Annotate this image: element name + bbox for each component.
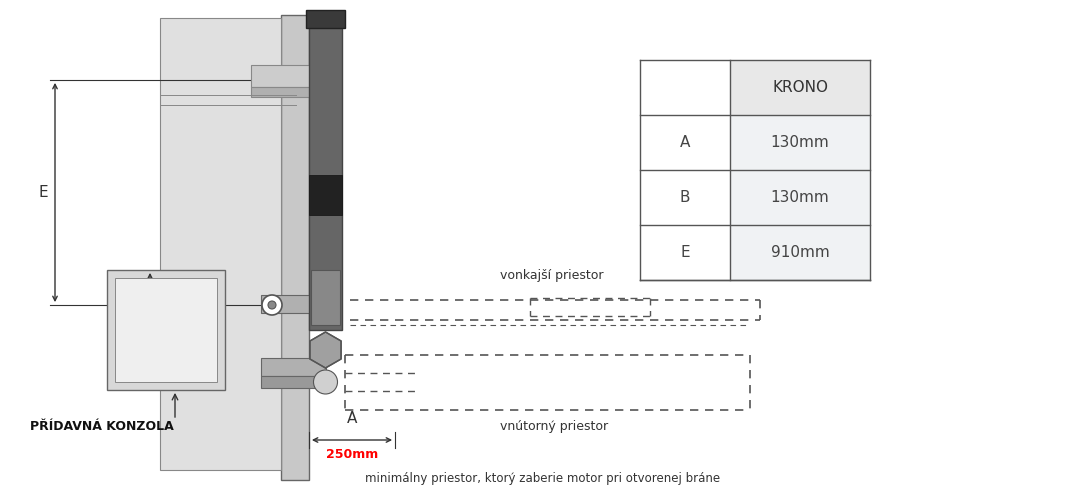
Bar <box>310 175 342 215</box>
Circle shape <box>268 301 276 309</box>
Bar <box>311 270 340 325</box>
Text: E: E <box>680 245 690 260</box>
Text: 910mm: 910mm <box>771 245 830 260</box>
Bar <box>261 295 316 313</box>
Text: B: B <box>680 190 691 205</box>
Bar <box>115 278 217 382</box>
Bar <box>281 15 310 480</box>
Bar <box>160 18 281 470</box>
Bar <box>108 270 225 390</box>
Circle shape <box>314 370 338 394</box>
Text: KRONO: KRONO <box>772 80 828 95</box>
Text: 130mm: 130mm <box>771 190 830 205</box>
Text: B: B <box>160 320 171 335</box>
Text: A: A <box>680 135 691 150</box>
Text: A: A <box>346 411 357 426</box>
Bar <box>251 87 311 97</box>
Text: PŘÍDAVNÁ KONZOLA: PŘÍDAVNÁ KONZOLA <box>30 420 174 433</box>
Bar <box>730 225 870 280</box>
Bar <box>730 115 870 170</box>
Text: 130mm: 130mm <box>771 135 830 150</box>
Bar <box>730 60 870 115</box>
Text: vonkajší priestor: vonkajší priestor <box>500 269 604 282</box>
Bar <box>310 22 342 330</box>
Bar <box>261 358 326 376</box>
Bar <box>251 65 311 87</box>
Text: E: E <box>38 185 48 200</box>
Bar <box>306 10 345 28</box>
Bar <box>261 376 326 388</box>
Text: minimálny priestor, ktorý zaberie motor pri otvorenej bráne: minimálny priestor, ktorý zaberie motor … <box>365 472 721 485</box>
Polygon shape <box>310 332 341 368</box>
Bar <box>730 170 870 225</box>
Circle shape <box>262 295 282 315</box>
Text: 250mm: 250mm <box>326 448 378 461</box>
Text: vnútorný priestor: vnútorný priestor <box>500 420 608 433</box>
